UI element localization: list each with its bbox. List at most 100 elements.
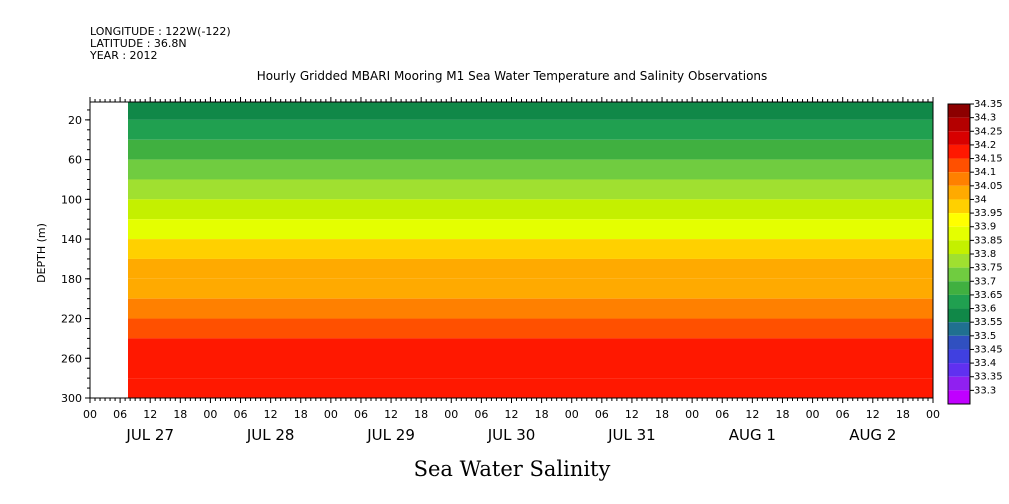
colorbar-label: 33.65 bbox=[974, 290, 1003, 301]
plot-area bbox=[89, 101, 934, 399]
x-tick-label: 00 bbox=[203, 408, 217, 421]
salinity-band bbox=[128, 119, 933, 140]
y-tick-label: 100 bbox=[61, 193, 82, 206]
colorbar-swatch bbox=[948, 240, 970, 254]
colorbar-swatch bbox=[948, 226, 970, 241]
colorbar-label: 33.6 bbox=[974, 304, 996, 315]
y-axis-label: DEPTH (m) bbox=[35, 223, 48, 283]
salinity-band bbox=[128, 338, 933, 379]
colorbar-label: 34.2 bbox=[974, 140, 996, 151]
y-tick-label: 140 bbox=[61, 233, 82, 246]
colorbar-label: 33.35 bbox=[974, 372, 1003, 383]
y-tick-label: 260 bbox=[61, 352, 82, 365]
colorbar-label: 34.25 bbox=[974, 126, 1003, 137]
x-tick-label: 12 bbox=[866, 408, 880, 421]
colorbar-swatch bbox=[948, 144, 970, 159]
day-label: AUG 2 bbox=[849, 426, 896, 444]
x-tick-label: 00 bbox=[565, 408, 579, 421]
y-tick-label: 60 bbox=[68, 154, 82, 167]
day-label: JUL 28 bbox=[246, 426, 295, 444]
latitude-label: LATITUDE : 36.8N bbox=[90, 37, 187, 50]
colorbar-label: 33.85 bbox=[974, 235, 1003, 246]
colorbar-swatch bbox=[948, 117, 970, 132]
x-tick-label: 12 bbox=[143, 408, 157, 421]
colorbar-label: 34.35 bbox=[974, 99, 1003, 110]
longitude-label: LONGITUDE : 122W(-122) bbox=[90, 25, 231, 38]
x-tick-label: 12 bbox=[264, 408, 278, 421]
x-tick-label: 06 bbox=[113, 408, 127, 421]
colorbar-swatch bbox=[948, 390, 970, 404]
colorbar-label: 33.75 bbox=[974, 263, 1003, 274]
salinity-band bbox=[128, 239, 933, 259]
x-tick-label: 18 bbox=[173, 408, 187, 421]
salinity-band bbox=[128, 102, 933, 120]
x-tick-label: 00 bbox=[324, 408, 338, 421]
salinity-band bbox=[128, 199, 933, 220]
salinity-band bbox=[128, 159, 933, 180]
colorbar-swatch bbox=[948, 254, 970, 268]
x-tick-label: 12 bbox=[505, 408, 519, 421]
chart-title: Hourly Gridded MBARI Mooring M1 Sea Wate… bbox=[257, 69, 768, 83]
x-tick-label: 06 bbox=[354, 408, 368, 421]
salinity-band bbox=[128, 378, 933, 398]
x-tick-label: 18 bbox=[414, 408, 428, 421]
colorbar-label: 33.7 bbox=[974, 276, 996, 287]
x-tick-label: 18 bbox=[896, 408, 910, 421]
salinity-band bbox=[128, 179, 933, 200]
y-axis: 20 60 100 140 180 220 260 300 bbox=[61, 109, 90, 405]
colorbar-label: 33.8 bbox=[974, 249, 996, 260]
colorbar-swatch bbox=[948, 131, 970, 145]
salinity-band bbox=[128, 318, 933, 339]
colorbar-swatch bbox=[948, 172, 970, 186]
colorbar-swatch bbox=[948, 322, 970, 336]
x-tick-label: 12 bbox=[745, 408, 759, 421]
y-tick-label: 220 bbox=[61, 313, 82, 326]
x-tick-label: 06 bbox=[474, 408, 488, 421]
colorbar-label: 33.45 bbox=[974, 344, 1003, 355]
day-labels: JUL 27 JUL 28 JUL 29 JUL 30 JUL 31 AUG 1 AUG 2 bbox=[125, 426, 896, 444]
x-tick-label: 12 bbox=[625, 408, 639, 421]
day-label: JUL 31 bbox=[607, 426, 656, 444]
colorbar: 34.35 34.3 34.25 34.2 34.15 34.1 34.05 34 33.95 3… bbox=[947, 99, 1003, 405]
colorbar-label: 33.5 bbox=[974, 331, 996, 342]
salinity-band bbox=[128, 278, 933, 299]
x-tick-label: 00 bbox=[685, 408, 699, 421]
colorbar-label: 34.3 bbox=[974, 113, 996, 124]
x-tick-label: 00 bbox=[444, 408, 458, 421]
x-tick-label: 06 bbox=[715, 408, 729, 421]
x-tick-label: 00 bbox=[806, 408, 820, 421]
colorbar-label: 34.1 bbox=[974, 167, 996, 178]
day-label: JUL 29 bbox=[366, 426, 415, 444]
colorbar-swatch bbox=[948, 349, 970, 364]
x-tick-label: 06 bbox=[595, 408, 609, 421]
colorbar-swatch bbox=[948, 104, 970, 118]
x-tick-label: 18 bbox=[655, 408, 669, 421]
colorbar-label: 34.05 bbox=[974, 181, 1003, 192]
x-tick-label: 12 bbox=[384, 408, 398, 421]
day-label: JUL 27 bbox=[125, 426, 174, 444]
colorbar-swatch bbox=[948, 185, 970, 200]
y-tick-label: 180 bbox=[61, 273, 82, 286]
colorbar-label: 33.4 bbox=[974, 358, 996, 369]
x-tick-label: 06 bbox=[234, 408, 248, 421]
colorbar-swatch bbox=[948, 213, 970, 227]
colorbar-label: 33.9 bbox=[974, 222, 996, 233]
y-tick-label: 300 bbox=[61, 392, 82, 405]
colorbar-swatch bbox=[948, 335, 970, 350]
metadata-block: LONGITUDE : 122W(-122) LATITUDE : 36.8N … bbox=[89, 25, 231, 62]
salinity-band bbox=[128, 258, 933, 279]
x-tick-label: 00 bbox=[83, 408, 97, 421]
x-tick-label: 18 bbox=[775, 408, 789, 421]
y-tick-label: 20 bbox=[68, 114, 82, 127]
salinity-band bbox=[128, 219, 933, 240]
x-tick-label: 00 bbox=[926, 408, 940, 421]
salinity-band bbox=[128, 139, 933, 160]
colorbar-swatch bbox=[948, 199, 970, 214]
colorbar-swatch bbox=[948, 363, 970, 377]
colorbar-label: 34 bbox=[974, 194, 987, 205]
colorbar-swatch bbox=[948, 294, 970, 309]
year-label: YEAR : 2012 bbox=[89, 49, 158, 62]
colorbar-label: 33.3 bbox=[974, 385, 996, 396]
chart-subtitle: Sea Water Salinity bbox=[414, 457, 611, 481]
